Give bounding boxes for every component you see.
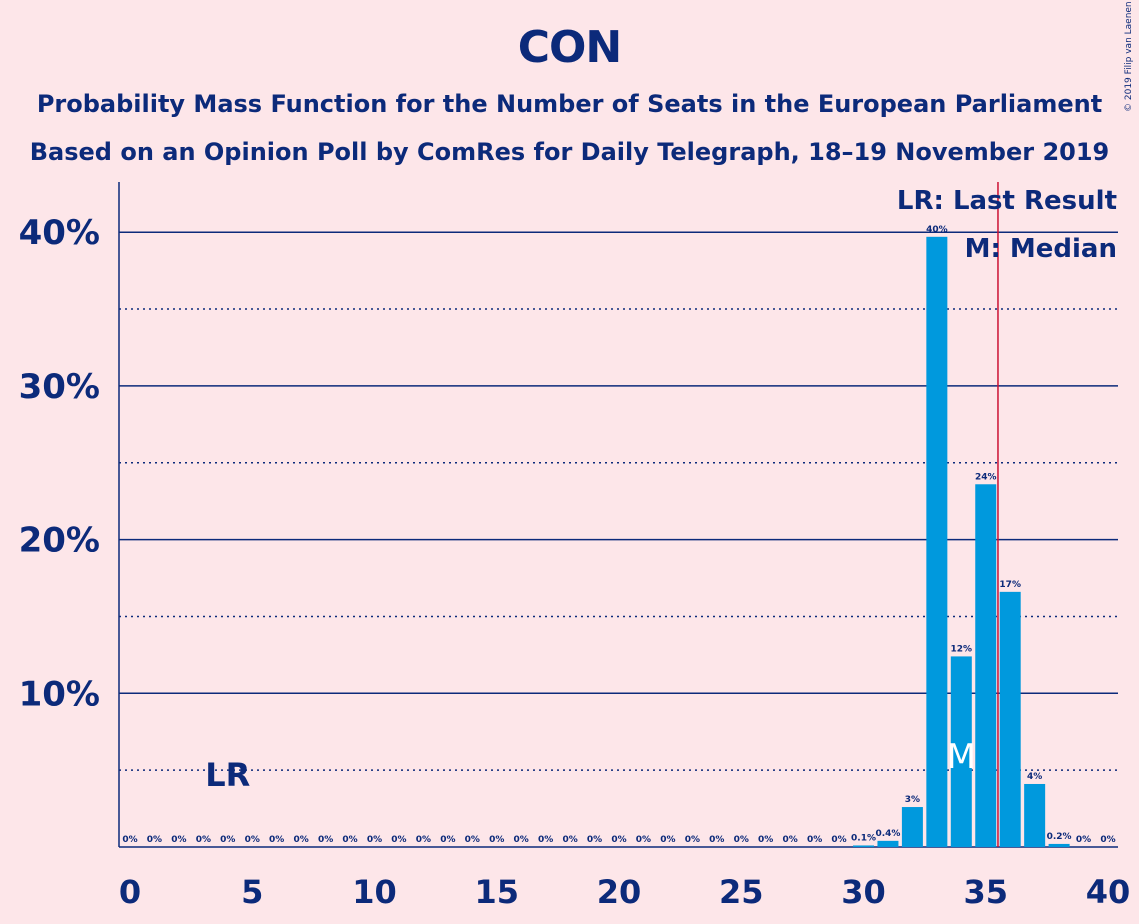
bar xyxy=(999,591,1021,847)
data-label: 0% xyxy=(465,835,480,845)
data-label: 0% xyxy=(171,835,186,845)
data-label: 0% xyxy=(636,835,651,845)
data-label: 0% xyxy=(807,835,822,845)
x-tick-label: 40 xyxy=(1086,873,1131,911)
x-tick-label: 35 xyxy=(963,873,1008,911)
data-label: 0% xyxy=(1076,835,1091,845)
data-label: 0% xyxy=(416,835,431,845)
data-label: 0.1% xyxy=(851,833,876,843)
bar xyxy=(1048,843,1070,847)
chart-title: CON xyxy=(517,22,623,73)
chart-subtitle-1: Probability Mass Function for the Number… xyxy=(36,90,1103,118)
data-label: 3% xyxy=(905,795,920,805)
data-label: 4% xyxy=(1027,772,1042,782)
chart-subtitle-2: Based on an Opinion Poll by ComRes for D… xyxy=(29,138,1110,166)
bar xyxy=(877,840,899,847)
data-label: 0% xyxy=(611,835,626,845)
data-label: 0% xyxy=(660,835,675,845)
x-tick-label: 10 xyxy=(352,873,397,911)
x-tick-label: 0 xyxy=(119,873,141,911)
data-label: 0.2% xyxy=(1047,832,1072,842)
bar xyxy=(975,484,997,847)
legend-median: M: Median xyxy=(965,234,1117,264)
data-label: 0% xyxy=(269,835,284,845)
data-label: 0% xyxy=(147,835,162,845)
data-label: 0% xyxy=(440,835,455,845)
data-label: 0% xyxy=(220,835,235,845)
bar xyxy=(853,845,874,847)
data-label: 0% xyxy=(562,835,577,845)
data-label: 0% xyxy=(122,835,137,845)
x-tick-label: 15 xyxy=(474,873,519,911)
data-label: 0% xyxy=(489,835,504,845)
y-tick-label: 20% xyxy=(19,521,100,561)
data-label: 12% xyxy=(951,644,973,654)
data-label: 0% xyxy=(538,835,553,845)
data-label: 24% xyxy=(975,472,997,482)
data-label: 0% xyxy=(342,835,357,845)
y-tick-label: 40% xyxy=(19,213,100,253)
data-label: 0% xyxy=(367,835,382,845)
x-tick-label: 30 xyxy=(841,873,886,911)
x-tick-label: 20 xyxy=(597,873,642,911)
x-tick-label: 25 xyxy=(719,873,764,911)
bar xyxy=(1024,783,1046,847)
bar xyxy=(901,807,923,847)
data-label: 0% xyxy=(587,835,602,845)
data-label: 0% xyxy=(1100,835,1115,845)
data-label: 0% xyxy=(318,835,333,845)
data-label: 0.4% xyxy=(875,829,900,839)
data-label: 0% xyxy=(245,835,260,845)
data-label: 17% xyxy=(999,580,1021,590)
data-label: 0% xyxy=(734,835,749,845)
data-label: 0% xyxy=(196,835,211,845)
data-label: 0% xyxy=(831,835,846,845)
data-label: 0% xyxy=(783,835,798,845)
data-label: 0% xyxy=(685,835,700,845)
y-tick-label: 30% xyxy=(19,367,100,407)
last-result-marker: LR xyxy=(205,756,250,794)
data-label: 0% xyxy=(514,835,529,845)
data-label: 0% xyxy=(758,835,773,845)
bar xyxy=(926,236,948,847)
bar xyxy=(950,656,972,847)
legend-last-result: LR: Last Result xyxy=(897,186,1117,216)
median-marker: M xyxy=(947,737,976,777)
x-tick-label: 5 xyxy=(241,873,263,911)
data-label: 0% xyxy=(709,835,724,845)
data-label: 40% xyxy=(926,225,948,235)
data-label: 0% xyxy=(391,835,406,845)
data-label: 0% xyxy=(294,835,309,845)
y-tick-label: 10% xyxy=(19,674,100,714)
